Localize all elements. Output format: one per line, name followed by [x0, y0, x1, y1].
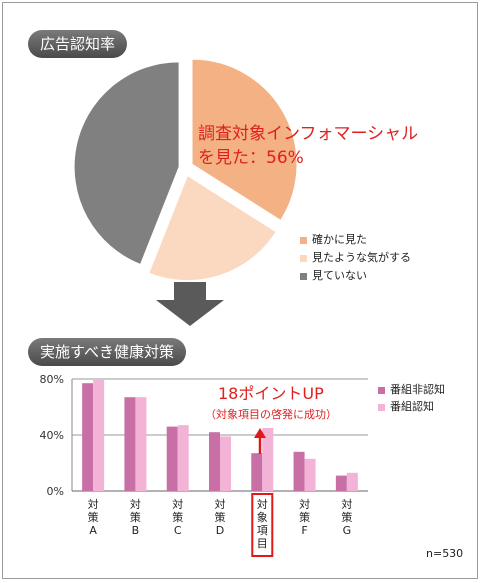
svg-text:対: 対: [88, 497, 99, 511]
bar-non-aware: [335, 475, 347, 491]
pie-slice-1: [191, 58, 298, 222]
bar-aware: [262, 428, 274, 491]
svg-text:対: 対: [130, 497, 141, 511]
sample-size-label: n=530: [426, 547, 464, 560]
legend-swatch: [300, 272, 307, 280]
bar-aware: [177, 425, 189, 491]
svg-text:策: 策: [130, 510, 141, 524]
pie-callout-line2: を見た：56%: [198, 148, 304, 168]
svg-text:対: 対: [341, 497, 352, 511]
down-arrow-icon: [156, 282, 224, 326]
pie-legend-item: 確かに見た: [300, 231, 367, 247]
svg-text:C: C: [174, 524, 182, 537]
y-tick-label: 0%: [47, 485, 64, 498]
x-tick-label: 対策A: [88, 497, 99, 537]
svg-text:策: 策: [172, 510, 183, 524]
svg-text:策: 策: [341, 510, 352, 524]
svg-text:目: 目: [257, 537, 268, 550]
bar-section-title: 実施すべき健康対策: [28, 338, 186, 366]
x-tick-label: 対策B: [130, 497, 141, 537]
bar-aware: [93, 379, 105, 491]
pie-slice-3: [73, 61, 180, 266]
bar-legend-item: 番組非認知: [378, 381, 445, 397]
svg-text:策: 策: [215, 510, 226, 524]
pie-legend-item: 見たような気がする: [300, 249, 411, 265]
legend-label: 番組認知: [390, 400, 434, 413]
svg-text:G: G: [343, 524, 352, 537]
svg-text:A: A: [89, 524, 97, 537]
legend-swatch: [300, 236, 307, 244]
legend-label: 番組非認知: [390, 383, 445, 396]
bar-aware: [135, 397, 147, 491]
svg-text:象: 象: [257, 511, 268, 524]
x-tick-label: 対策F: [299, 497, 310, 537]
legend-label: 見たような気がする: [312, 251, 411, 264]
svg-text:F: F: [301, 524, 307, 537]
svg-text:対: 対: [215, 497, 226, 511]
svg-text:対: 対: [172, 497, 183, 511]
x-tick-label: 対策D: [215, 497, 226, 537]
highlight-box: [251, 493, 274, 557]
svg-text:B: B: [132, 524, 140, 537]
bar-callout-sub: （対象項目の啓発に成功）: [205, 408, 337, 421]
x-tick-label: 対象項目: [257, 497, 268, 550]
bar-non-aware: [82, 383, 94, 491]
bar-non-aware: [251, 453, 263, 491]
svg-text:策: 策: [299, 510, 310, 524]
pie-chart: [73, 58, 298, 282]
pie-callout: 調査対象インフォマーシャル を見た：56%: [198, 122, 418, 170]
legend-swatch: [378, 386, 385, 394]
bar-non-aware: [293, 451, 305, 491]
svg-text:対: 対: [299, 497, 310, 511]
bar-aware: [304, 458, 316, 491]
up-arrow-head: [254, 428, 266, 438]
x-tick-label: 対策G: [341, 497, 352, 537]
pie-section-title: 広告認知率: [28, 30, 128, 58]
y-tick-label: 80%: [40, 373, 64, 386]
svg-text:策: 策: [88, 510, 99, 524]
svg-text:対: 対: [257, 497, 268, 511]
y-tick-label: 40%: [40, 429, 64, 442]
bar-non-aware: [209, 432, 220, 491]
legend-label: 見ていない: [312, 269, 367, 282]
bar-non-aware: [166, 426, 178, 491]
x-tick-label: 対策C: [172, 497, 183, 537]
bar-non-aware: [124, 397, 136, 491]
legend-swatch: [300, 254, 307, 262]
bar-aware: [220, 436, 231, 491]
svg-text:項: 項: [257, 524, 268, 537]
bar-legend-item: 番組認知: [378, 398, 434, 414]
pie-callout-line1: 調査対象インフォマーシャル: [198, 124, 419, 144]
pie-slice-2: [148, 174, 277, 282]
bar-callout-main: 18ポイントUP: [218, 384, 324, 403]
pie-legend-item: 見ていない: [300, 267, 367, 283]
svg-text:D: D: [216, 524, 224, 537]
legend-swatch: [378, 403, 385, 411]
legend-label: 確かに見た: [312, 233, 367, 246]
bar-aware: [346, 472, 358, 491]
